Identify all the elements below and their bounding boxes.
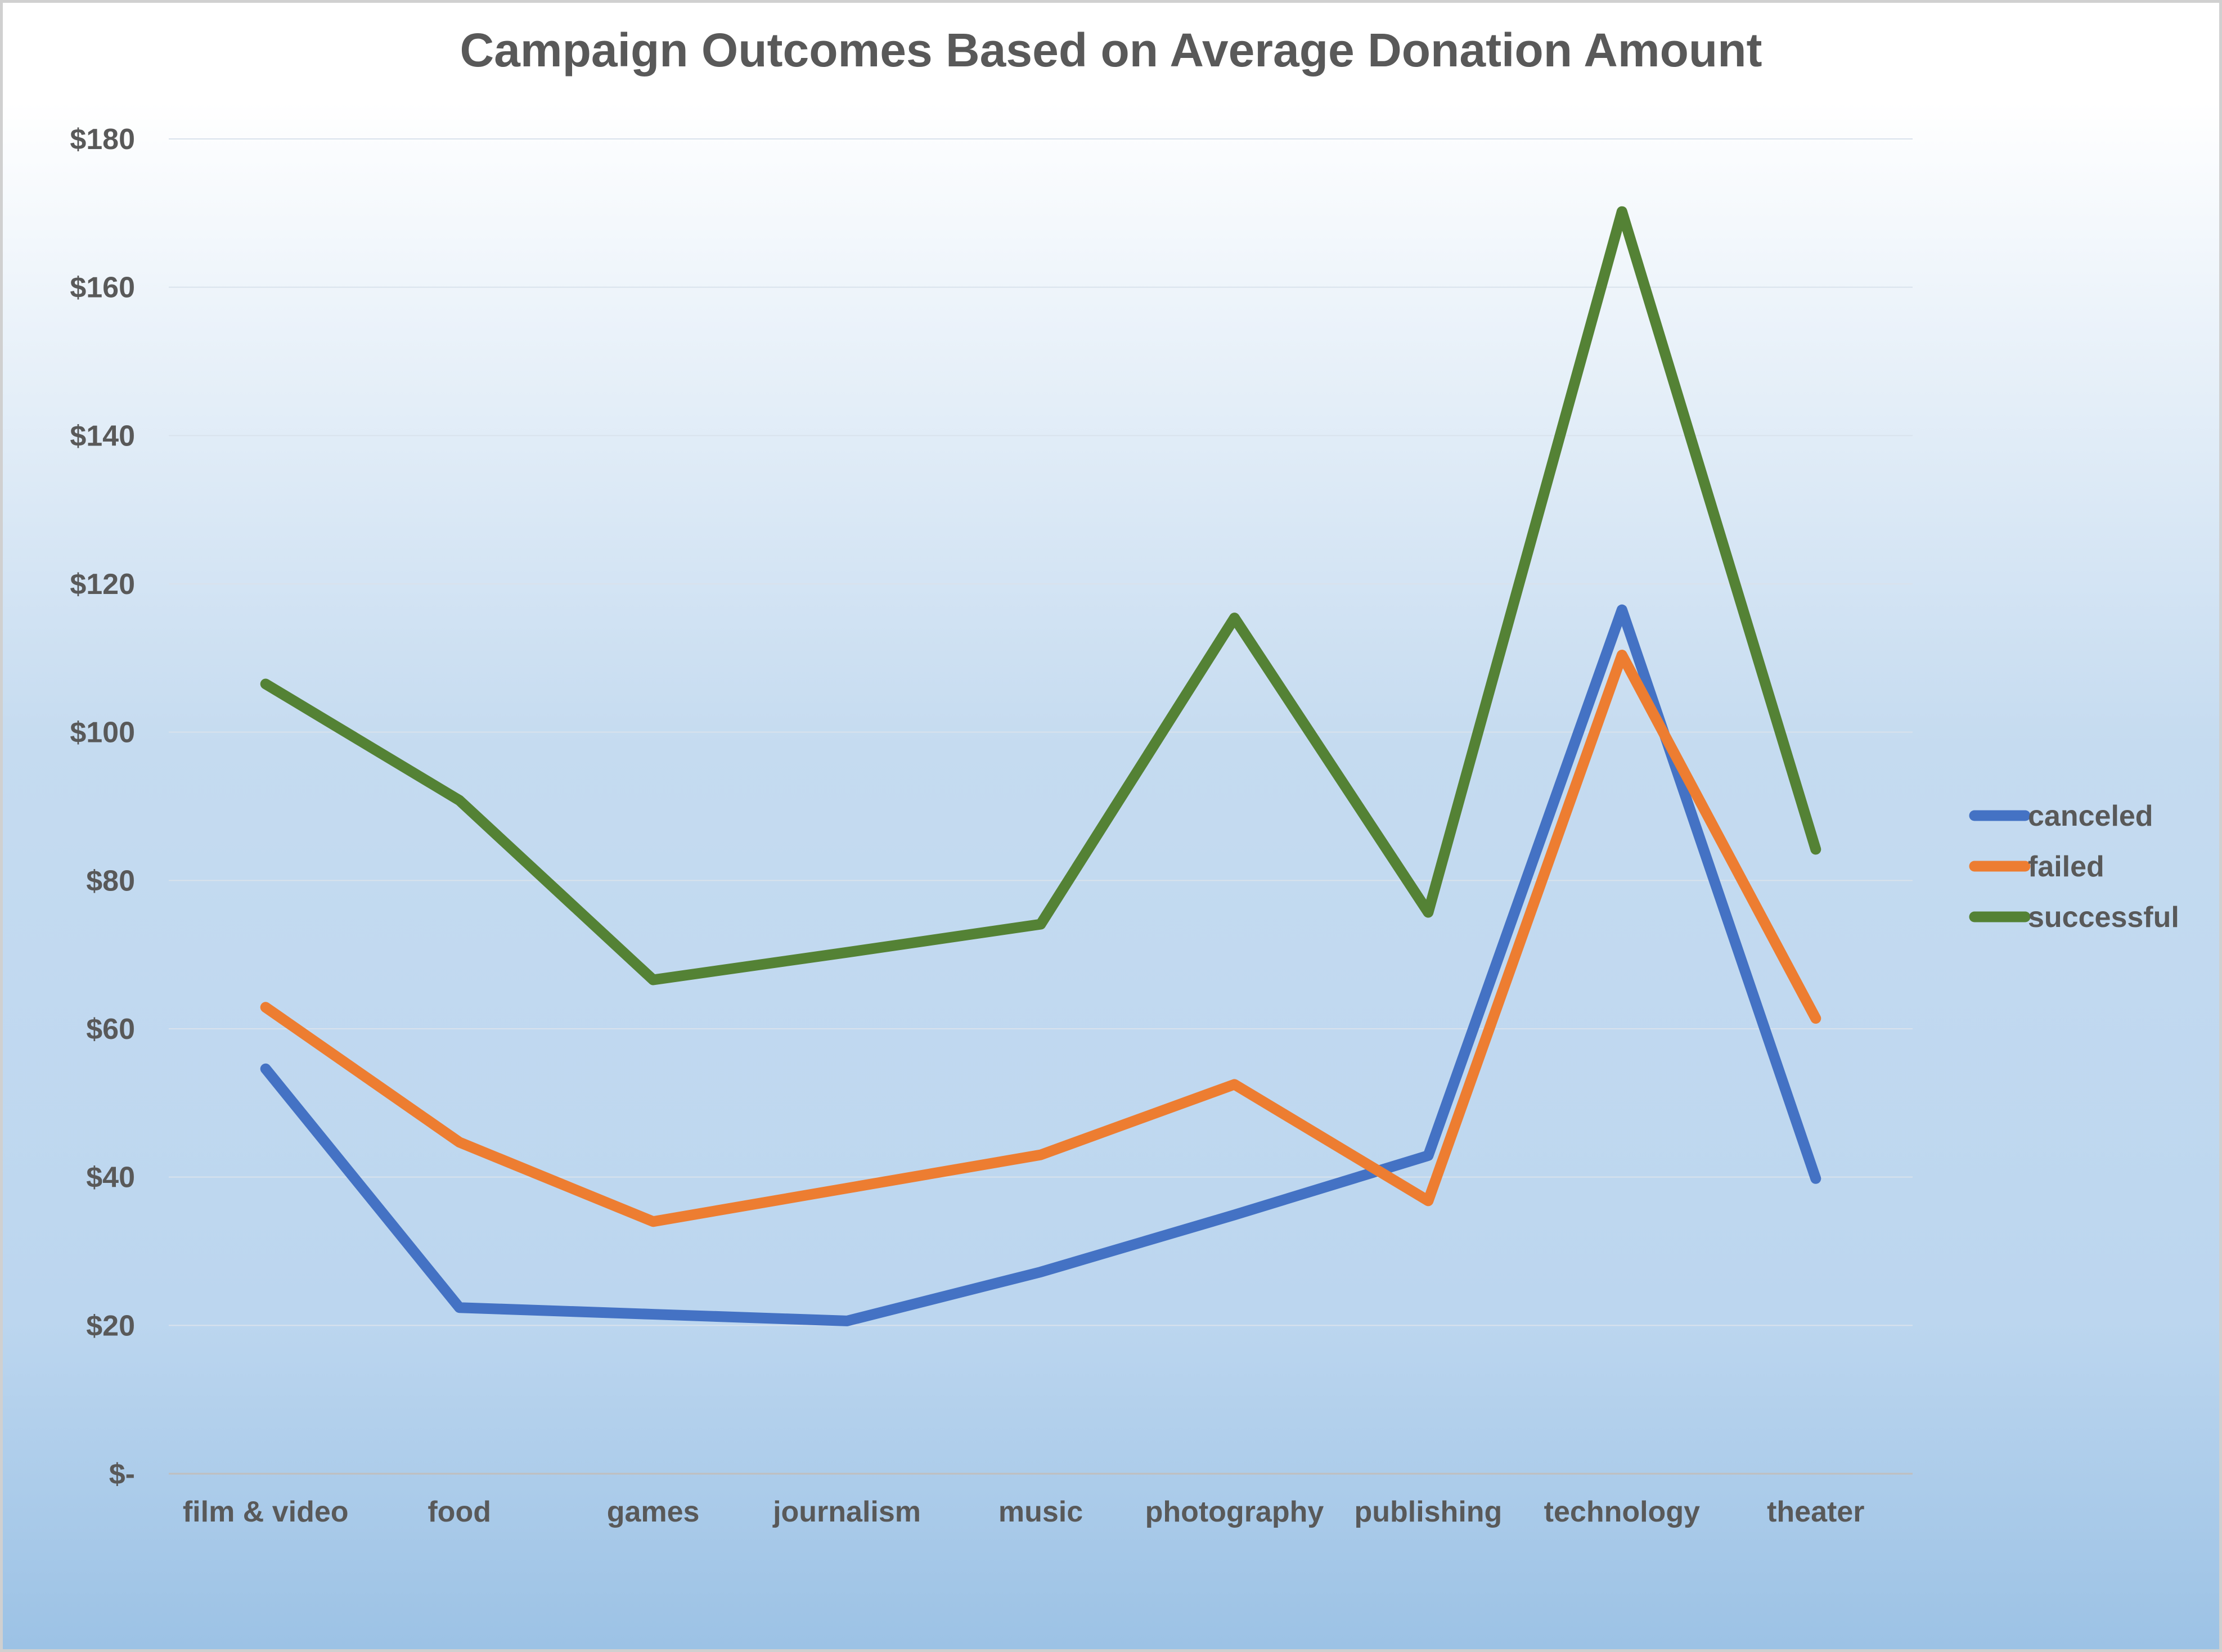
data-point-successful bbox=[653, 979, 654, 980]
x-axis-ticks: film & video food games journalism music phot… bbox=[183, 1496, 1865, 1528]
legend-label-successful: successful bbox=[2028, 901, 2179, 934]
gridlines bbox=[169, 138, 1913, 1475]
data-point-canceled bbox=[1234, 1214, 1235, 1216]
legend-label-failed: failed bbox=[2028, 850, 2104, 883]
series-lines bbox=[260, 206, 1821, 1326]
y-tick-label: $120 bbox=[70, 568, 135, 601]
x-tick-label: games bbox=[607, 1496, 700, 1528]
data-point-canceled bbox=[1815, 1178, 1816, 1179]
x-tick-label: food bbox=[428, 1496, 491, 1528]
legend: canceled failed successful bbox=[1969, 800, 2179, 934]
x-tick-label: journalism bbox=[772, 1496, 921, 1528]
y-tick-label: $20 bbox=[86, 1309, 135, 1342]
y-tick-label: $180 bbox=[70, 123, 135, 156]
series-line-successful bbox=[260, 206, 1821, 985]
x-tick-label: theater bbox=[1767, 1496, 1864, 1528]
x-tick-label: music bbox=[998, 1496, 1083, 1528]
chart-title: Campaign Outcomes Based on Average Donat… bbox=[460, 24, 1762, 76]
legend-label-canceled: canceled bbox=[2028, 800, 2153, 832]
y-tick-label: $- bbox=[109, 1458, 135, 1491]
data-point-failed bbox=[653, 1221, 654, 1222]
x-tick-label: photography bbox=[1145, 1496, 1324, 1528]
data-point-canceled bbox=[653, 1314, 654, 1315]
y-tick-label: $40 bbox=[86, 1162, 135, 1194]
y-tick-label: $160 bbox=[70, 272, 135, 304]
y-tick-label: $140 bbox=[70, 420, 135, 452]
data-point-failed bbox=[1815, 1018, 1816, 1019]
x-tick-label: technology bbox=[1544, 1496, 1700, 1528]
data-point-canceled bbox=[459, 1307, 460, 1308]
y-tick-label: $100 bbox=[70, 717, 135, 749]
y-axis-ticks: $- $20 $40 $60 $80 $100 $120 $140 $160 $180 bbox=[70, 123, 135, 1491]
series-line-failed bbox=[260, 650, 1821, 1227]
series-line-canceled bbox=[260, 604, 1821, 1326]
y-tick-label: $60 bbox=[86, 1013, 135, 1046]
y-tick-label: $80 bbox=[86, 865, 135, 897]
x-tick-label: publishing bbox=[1354, 1496, 1502, 1528]
x-tick-label: film & video bbox=[183, 1496, 349, 1528]
